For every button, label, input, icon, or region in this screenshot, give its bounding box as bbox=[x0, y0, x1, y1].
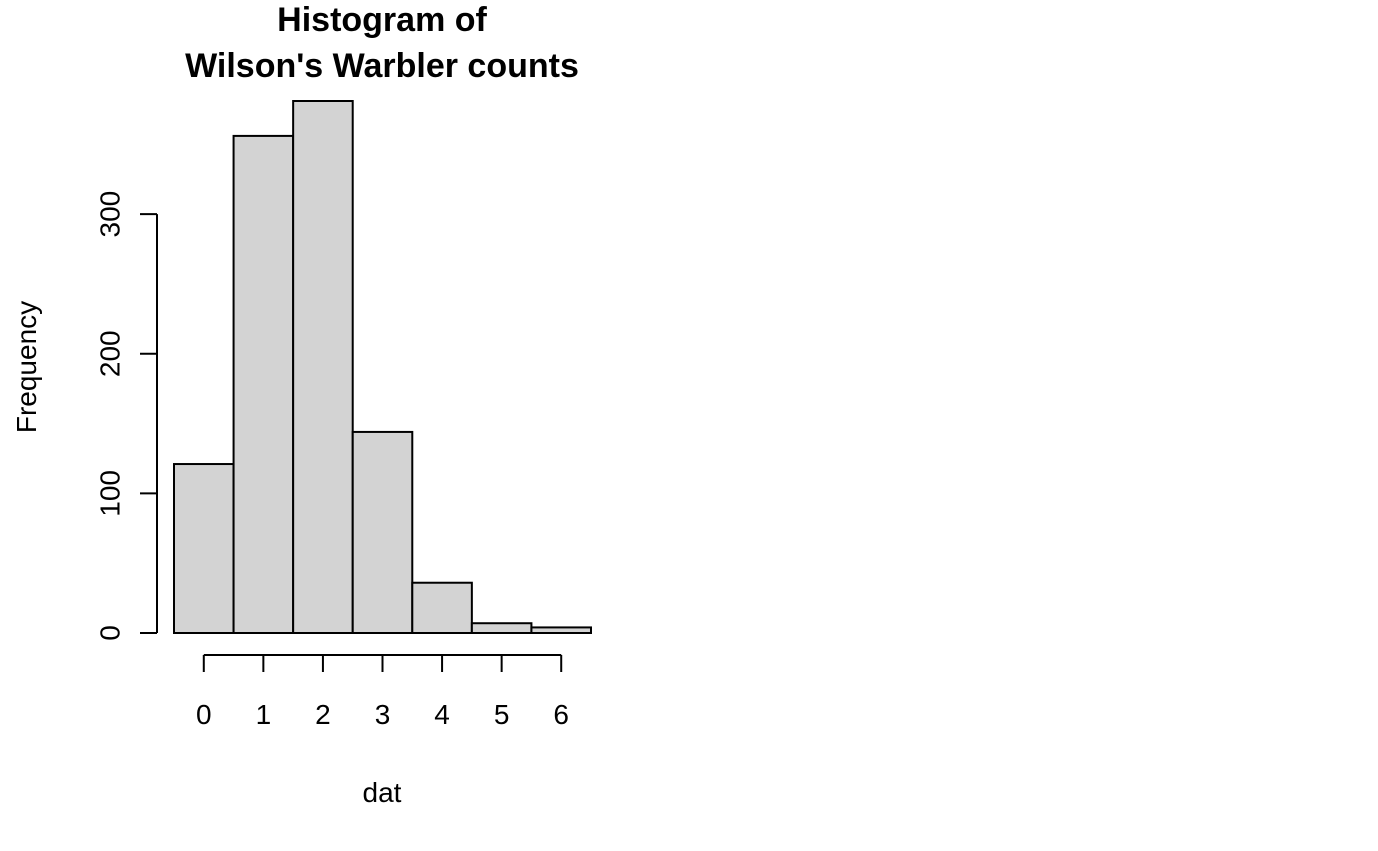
y-tick-label-2: 200 bbox=[94, 330, 125, 377]
x-tick-label-3: 3 bbox=[375, 699, 391, 730]
y-axis-label: Frequency bbox=[11, 301, 42, 433]
histogram-bar-4 bbox=[411, 581, 473, 635]
y-tick-label-3: 300 bbox=[94, 191, 125, 238]
x-tick-label-0: 0 bbox=[196, 699, 212, 730]
histogram-bar-6 bbox=[530, 626, 593, 634]
x-tick-label-5: 5 bbox=[494, 699, 510, 730]
y-axis: 0 100 200 300 bbox=[94, 191, 158, 641]
x-tick-label-4: 4 bbox=[434, 699, 450, 730]
histogram-bar-3 bbox=[351, 430, 414, 634]
chart-title-line-2: Wilson's Warbler counts bbox=[185, 47, 579, 85]
x-axis: 0 1 2 3 4 5 6 bbox=[196, 654, 569, 730]
histogram-bar-0 bbox=[173, 463, 235, 634]
x-tick-label-6: 6 bbox=[553, 699, 569, 730]
chart-title-line-1: Histogram of bbox=[277, 1, 487, 39]
x-tick-label-1: 1 bbox=[256, 699, 272, 730]
y-tick-label-1: 100 bbox=[94, 470, 125, 517]
histogram-bar-2 bbox=[292, 100, 354, 634]
histogram-bar-1 bbox=[232, 134, 295, 634]
x-tick-label-2: 2 bbox=[315, 699, 331, 730]
x-axis-label: dat bbox=[363, 777, 402, 808]
histogram-bar-5 bbox=[470, 622, 533, 634]
histogram-bars bbox=[173, 100, 593, 635]
y-tick-label-0: 0 bbox=[94, 625, 125, 641]
